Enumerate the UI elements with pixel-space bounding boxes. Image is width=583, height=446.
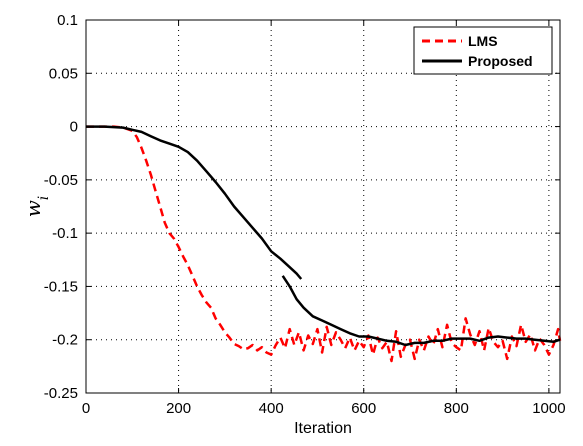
y-tick-label: 0.05 <box>49 65 78 82</box>
legend-label-lms: LMS <box>468 33 498 49</box>
y-axis-label-main: w <box>21 200 45 217</box>
legend: LMS Proposed <box>413 26 553 75</box>
y-tick-label: -0.05 <box>44 172 78 189</box>
x-tick-label: 800 <box>444 400 469 417</box>
x-tick-labels: 0 200 400 600 800 1000 <box>82 400 566 417</box>
x-tick-label: 1000 <box>532 400 565 417</box>
x-tick-label: 0 <box>82 400 90 417</box>
x-tick-label: 600 <box>351 400 376 417</box>
y-axis-label-subscript: i <box>36 196 52 200</box>
series-proposed-line-segment-2 <box>281 275 561 347</box>
y-tick-label: -0.1 <box>52 225 78 242</box>
series-lines <box>86 125 562 363</box>
y-tick-labels: 0.1 0.05 0 -0.05 -0.1 -0.15 -0.2 -0.25 <box>44 12 78 402</box>
y-tick-label: 0.1 <box>57 12 78 29</box>
y-tick-label: -0.2 <box>52 332 78 349</box>
legend-box <box>413 26 553 75</box>
y-tick-label: 0 <box>70 119 78 136</box>
x-tick-label: 400 <box>259 400 284 417</box>
x-axis-label: Iteration <box>294 420 352 437</box>
y-axis-label: wi <box>21 196 52 218</box>
series-lms-line <box>86 125 562 363</box>
y-tick-label: -0.15 <box>44 278 78 295</box>
y-tick-label: -0.25 <box>44 385 78 402</box>
plot-frame <box>85 19 561 394</box>
legend-label-proposed: Proposed <box>468 53 533 69</box>
series-proposed-line-segment-1 <box>86 125 303 280</box>
x-tick-label: 200 <box>166 400 191 417</box>
axis-ticks <box>85 19 560 394</box>
